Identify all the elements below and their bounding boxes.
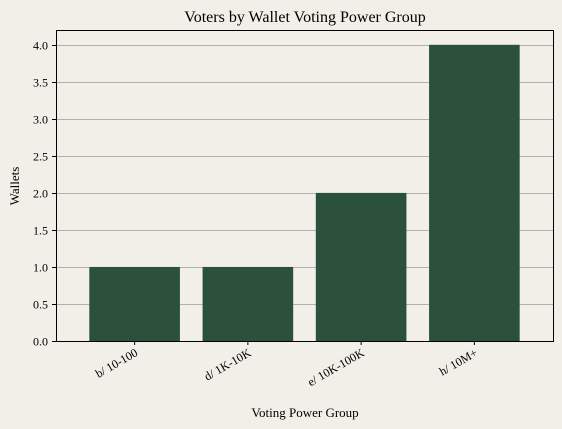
y-axis-title: Wallets: [7, 167, 22, 206]
y-tick-label: 2.0: [33, 187, 48, 201]
y-axis-ticks: 0.0 0.5 1.0 1.5 2.0 2.5 3.0 3.5 4.0: [33, 39, 56, 349]
x-axis-title: Voting Power Group: [251, 405, 358, 420]
y-tick-label: 3.5: [33, 76, 48, 90]
x-tick-label: h/ 10M+: [437, 345, 480, 378]
y-tick-label: 0.0: [33, 335, 48, 349]
x-tick-label: e/ 10K-100K: [305, 345, 367, 389]
bar: [202, 266, 294, 341]
y-tick-label: 1.5: [33, 224, 48, 238]
y-tick-label: 3.0: [33, 113, 48, 127]
chart-title: Voters by Wallet Voting Power Group: [184, 9, 426, 26]
bars: [89, 44, 520, 342]
x-axis-ticks: b/ 10-100 d/ 1K-10K e/ 10K-100K h/ 10M+: [93, 341, 480, 389]
y-tick-label: 2.5: [33, 150, 48, 164]
y-tick-label: 1.0: [33, 261, 48, 275]
bar: [315, 192, 407, 341]
y-tick-label: 4.0: [33, 39, 48, 53]
bar: [429, 44, 520, 342]
x-tick-label: b/ 10-100: [93, 345, 140, 380]
plot-frame: [56, 30, 554, 342]
y-tick-label: 0.5: [33, 298, 48, 312]
x-tick-label: d/ 1K-10K: [202, 345, 254, 383]
bar: [89, 266, 180, 341]
